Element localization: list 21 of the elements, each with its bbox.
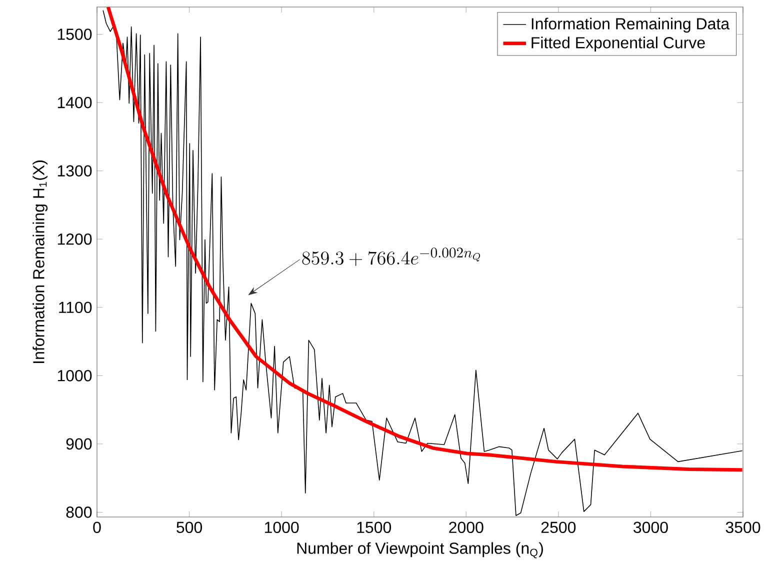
x-tick-label: 3500 (726, 522, 760, 534)
y-tick-label: 1500 (58, 28, 92, 40)
x-tick-label: 2000 (449, 522, 484, 534)
y-axis-title: Information Remaining H$_{1}$(X) (32, 160, 48, 363)
x-axis-title: Number of Viewpoint Samples (n$_{Q}$) (297, 542, 543, 558)
legend-label: Information Remaining Data (532, 18, 730, 33)
y-tick-label: 1200 (58, 233, 92, 245)
y-tick-label: 1000 (58, 370, 92, 382)
y-tick-label: 1300 (58, 165, 92, 177)
y-tick-label: 800 (66, 506, 92, 518)
x-tick-label: 500 (176, 522, 202, 534)
x-tick-label: 3000 (634, 522, 668, 534)
legend-label: Fitted Exponential Curve (532, 36, 705, 52)
annotation: $859.3+766.4e^{-0.002n_Q}$ (302, 248, 480, 266)
x-tick-label: 1000 (264, 522, 299, 534)
y-tick-label: 1100 (59, 302, 92, 314)
x-tick-label: 0 (93, 522, 101, 534)
x-tick-label: 1500 (357, 522, 392, 534)
x-tick-label: 2500 (541, 522, 576, 534)
y-tick-label: 900 (66, 438, 92, 450)
y-tick-label: 1400 (58, 96, 92, 108)
